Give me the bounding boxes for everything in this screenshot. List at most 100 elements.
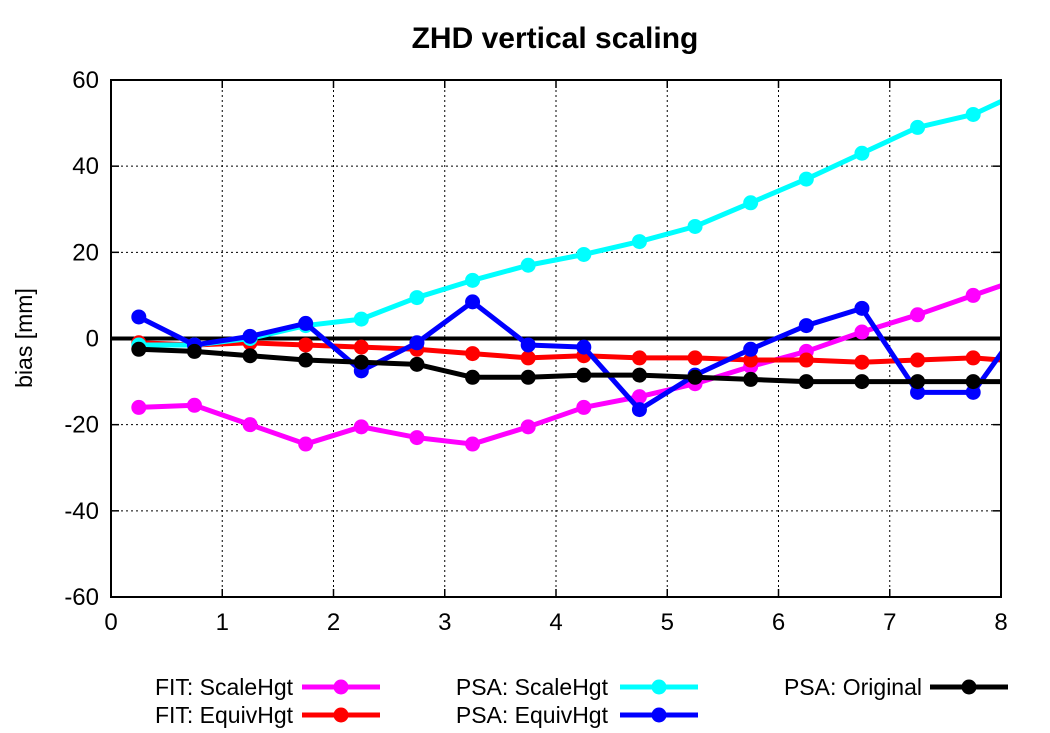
data-point <box>1021 374 1036 389</box>
data-point <box>576 246 592 262</box>
legend-entry: PSA: ScaleHgt <box>456 674 698 700</box>
data-point <box>631 234 647 250</box>
y-tick-label: -40 <box>64 498 99 525</box>
y-tick-label: -20 <box>64 412 99 439</box>
data-point <box>409 430 425 446</box>
data-point <box>520 419 536 435</box>
data-point <box>186 397 202 413</box>
data-point <box>910 352 926 368</box>
y-tick-label: 40 <box>72 153 99 180</box>
y-tick-label: 20 <box>72 239 99 266</box>
y-axis-label: bias [mm] <box>11 288 37 388</box>
chart-title: ZHD vertical scaling <box>412 22 699 55</box>
data-point <box>965 287 981 303</box>
data-point <box>1021 307 1036 322</box>
data-point <box>131 341 147 357</box>
data-point <box>520 337 536 353</box>
data-point <box>465 436 481 452</box>
data-point <box>798 374 814 390</box>
data-point <box>910 384 926 400</box>
series-4 <box>131 341 1036 390</box>
data-point <box>465 294 481 310</box>
legend-label: PSA: Original <box>784 674 922 700</box>
legend-label: PSA: EquivHgt <box>456 702 609 728</box>
data-point <box>798 171 814 187</box>
data-point <box>965 350 981 366</box>
data-point <box>409 290 425 306</box>
series-3 <box>131 294 1036 418</box>
legend-entry: FIT: EquivHgt <box>155 702 380 728</box>
x-tick-label: 0 <box>104 609 117 636</box>
legend-label: FIT: EquivHgt <box>155 702 294 728</box>
data-point <box>131 399 147 415</box>
data-point <box>576 339 592 355</box>
data-point <box>520 350 536 366</box>
data-point <box>687 350 703 366</box>
data-point <box>910 374 926 390</box>
data-point <box>910 307 926 323</box>
data-point <box>298 352 314 368</box>
series-0 <box>131 269 1036 452</box>
data-point <box>1021 269 1036 284</box>
data-point <box>631 350 647 366</box>
data-point <box>1021 81 1036 96</box>
data-point <box>743 195 759 211</box>
legend-label: PSA: ScaleHgt <box>456 674 609 700</box>
y-tick-label: 60 <box>72 67 99 94</box>
data-point <box>798 318 814 334</box>
series-layer <box>131 81 1036 452</box>
data-point <box>965 384 981 400</box>
x-tick-label: 5 <box>661 609 674 636</box>
data-point <box>242 328 258 344</box>
legend-swatch-marker <box>333 707 349 723</box>
data-point <box>854 374 870 390</box>
x-tick-label: 4 <box>549 609 562 636</box>
data-point <box>687 369 703 385</box>
data-point <box>298 315 314 331</box>
data-point <box>854 354 870 370</box>
data-point <box>631 389 647 405</box>
x-tick-label: 6 <box>772 609 785 636</box>
y-tick-label: 0 <box>86 326 99 353</box>
legend-swatch-marker <box>651 679 667 695</box>
x-tick-labels: 0 1 2 3 4 5 6 7 8 <box>104 80 1008 636</box>
data-point <box>353 311 369 327</box>
data-point <box>743 341 759 357</box>
data-point <box>242 417 258 433</box>
data-point <box>798 352 814 368</box>
legend-swatch-marker <box>651 707 667 723</box>
data-point <box>743 371 759 387</box>
data-point <box>465 346 481 362</box>
data-point <box>1021 355 1036 370</box>
data-point <box>743 352 759 368</box>
data-point <box>409 335 425 351</box>
legend-entry: FIT: ScaleHgt <box>155 674 380 700</box>
data-point <box>353 339 369 355</box>
data-point <box>965 374 981 390</box>
data-point <box>353 354 369 370</box>
data-point <box>186 343 202 359</box>
y-tick-label: -60 <box>64 584 99 611</box>
data-point <box>854 324 870 340</box>
data-point <box>854 300 870 316</box>
y-tick-labels: -60 -40 -20 0 20 40 60 <box>64 67 1001 611</box>
data-point <box>520 257 536 273</box>
data-point <box>631 402 647 418</box>
data-point <box>409 356 425 372</box>
x-tick-label: 3 <box>438 609 451 636</box>
data-point <box>131 309 147 325</box>
x-tick-label: 7 <box>883 609 896 636</box>
data-point <box>465 369 481 385</box>
series-2 <box>131 81 1036 353</box>
data-point <box>242 348 258 364</box>
data-point <box>910 119 926 135</box>
x-tick-label: 8 <box>994 609 1007 636</box>
data-point <box>298 436 314 452</box>
legend-swatch-marker <box>961 679 977 695</box>
legend-entry: PSA: EquivHgt <box>456 702 698 728</box>
data-point <box>687 218 703 234</box>
x-tick-label: 1 <box>216 609 229 636</box>
data-point <box>631 367 647 383</box>
